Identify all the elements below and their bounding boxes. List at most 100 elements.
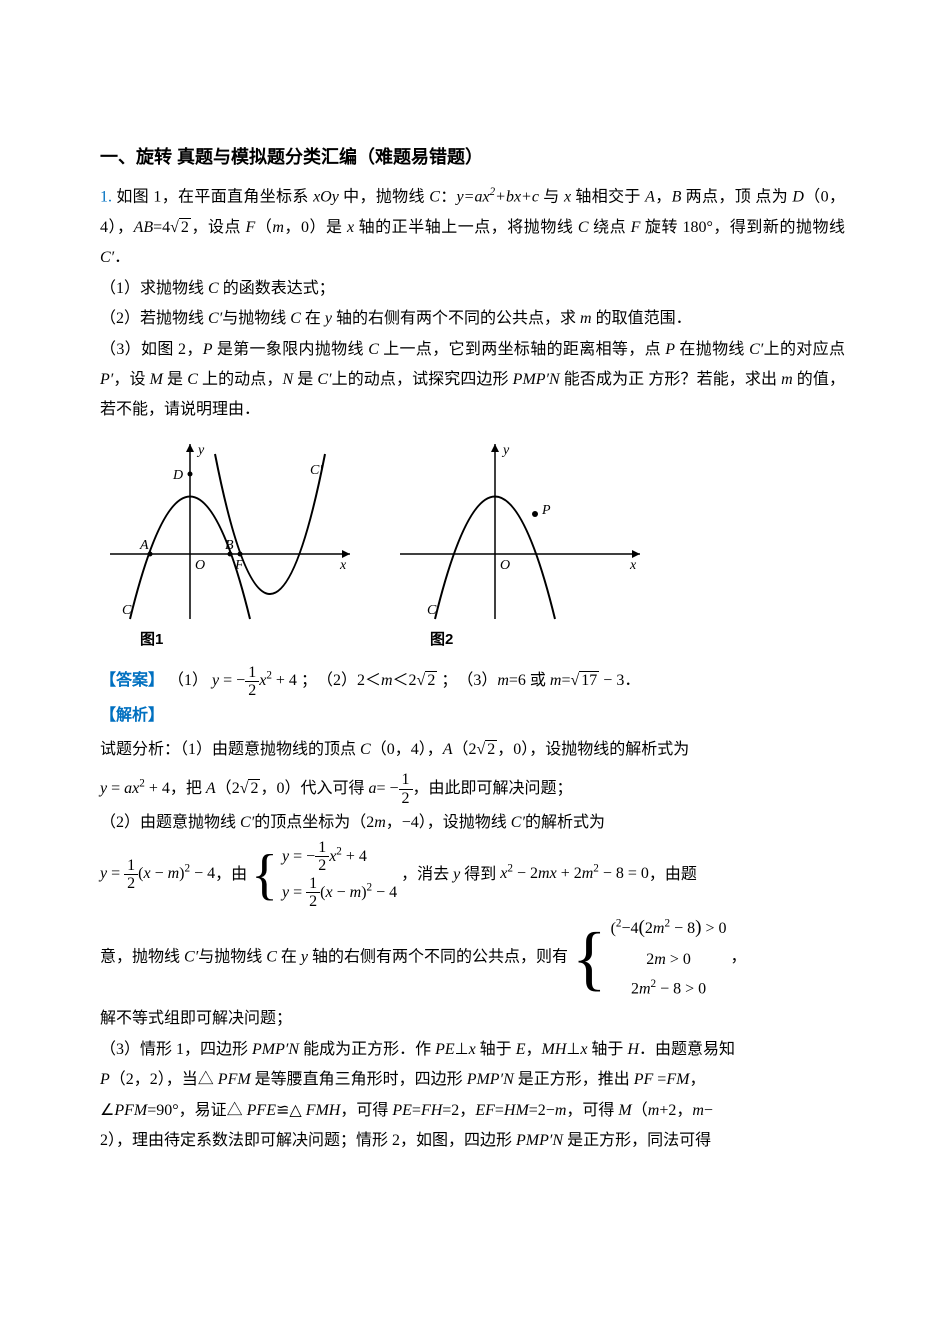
text: =2−	[529, 1102, 555, 1119]
page: 一、旋转 真题与模拟题分类汇编（难题易错题） 1. 如图 1，在平面直角坐标系 …	[0, 0, 945, 1337]
var-Cprime: C′	[208, 310, 222, 327]
minus: −	[151, 865, 168, 882]
var-m: m	[374, 814, 386, 831]
label-O: O	[195, 558, 205, 573]
quad: PMP′N	[516, 1132, 563, 1149]
pt-F: F	[246, 219, 256, 236]
pt-F: F	[631, 219, 641, 236]
pt-H: H	[627, 1041, 639, 1058]
label-B: B	[225, 538, 234, 553]
seg-FM: FM	[666, 1071, 689, 1088]
figure-1-caption: 图1	[140, 626, 360, 655]
seg-PF: PF	[634, 1071, 654, 1088]
text: ，	[655, 189, 672, 206]
text: ，可得	[566, 1102, 618, 1119]
answer-label: 【答案】	[100, 672, 164, 689]
text: （1）	[168, 672, 208, 689]
text: =6 或	[509, 672, 550, 689]
label-A: A	[139, 538, 149, 553]
eq: +bx+c	[495, 189, 539, 206]
text: 在	[301, 310, 325, 327]
text: 旋转 180°，得到新的抛物线	[645, 219, 845, 236]
label-O: O	[500, 558, 510, 573]
pt-P: P	[665, 341, 675, 358]
quad: PMP′N	[252, 1041, 299, 1058]
text: 轴的正半轴上一点，将抛物线	[354, 219, 578, 236]
text: 在	[277, 948, 301, 965]
text: + 4	[145, 780, 170, 797]
tri-PFM: PFM	[218, 1071, 251, 1088]
fraction: 12	[124, 857, 138, 893]
text: （2）若抛物线	[100, 310, 208, 327]
tri-FMH: FMH	[302, 1102, 341, 1119]
problem-number: 1.	[100, 189, 112, 206]
figure-2-caption: 图2	[430, 626, 650, 655]
var-C: C	[187, 371, 198, 388]
seg-AB: AB	[134, 219, 154, 236]
text: ．由题意易知	[639, 1041, 735, 1058]
eq: =	[107, 865, 124, 882]
text: 轴于	[476, 1041, 516, 1058]
seg-PE: PE	[435, 1041, 455, 1058]
text: ； （2）2＜	[301, 672, 381, 689]
pt-N: N	[282, 371, 293, 388]
text: 上的动点，	[198, 371, 283, 388]
pt-P: P	[100, 1071, 110, 1088]
text: ，0）是	[284, 219, 347, 236]
text: 能成为正方形．作	[299, 1041, 435, 1058]
text: （	[216, 780, 232, 797]
var-C: C	[429, 189, 440, 206]
text: 方形？若能，求出	[648, 371, 781, 388]
quad: PMP′N	[513, 371, 560, 388]
var-m: m	[550, 672, 562, 689]
text: （	[632, 1102, 648, 1119]
sqrt-icon: 2	[417, 662, 438, 700]
label-F: F	[234, 558, 244, 573]
text: 2	[409, 672, 417, 689]
text: − 3．	[599, 672, 640, 689]
text: = −	[376, 780, 398, 797]
seg-MH: MH	[541, 1041, 566, 1058]
text: 上的对应点	[763, 341, 845, 358]
eq: y=ax	[457, 189, 490, 206]
eq: =	[107, 780, 124, 797]
var-x: x	[564, 189, 571, 206]
text: ，设点	[191, 219, 246, 236]
text: 两点，顶	[681, 189, 751, 206]
text: ，由	[215, 865, 247, 882]
text: ，	[689, 1071, 705, 1088]
label-C: C	[122, 603, 132, 618]
text: 是	[293, 371, 317, 388]
var-m: m	[648, 1102, 660, 1119]
var-C: C	[578, 219, 589, 236]
text: ，	[525, 1041, 541, 1058]
text: 轴的右侧有两个不同的公共点，则有	[308, 948, 568, 965]
text: ，设	[113, 371, 149, 388]
analysis-2d: 解不等式组即可解决问题；	[100, 1004, 845, 1034]
label-D: D	[172, 468, 183, 483]
problem-stem: 1. 如图 1，在平面直角坐标系 xOy 中，抛物线 C：y=ax2+bx+c …	[100, 182, 845, 274]
var-m: m	[168, 865, 180, 882]
sqrt-icon: 2	[240, 770, 261, 808]
label-C: C	[427, 603, 437, 618]
text: 与抛物线	[222, 310, 290, 327]
var-Cprime: C′	[240, 814, 254, 831]
angle-PFM: PFM	[114, 1102, 147, 1119]
text: 点为	[755, 189, 792, 206]
axis-x-label: x	[629, 558, 637, 573]
brace-icon: {	[572, 922, 607, 994]
congruent-icon: ≌△	[276, 1102, 302, 1119]
eq: =	[412, 1102, 421, 1119]
text: ．	[114, 249, 130, 266]
text: 能否成为正	[560, 371, 645, 388]
section-heading: 一、旋转 真题与模拟题分类汇编（难题易错题）	[100, 140, 845, 174]
brace-icon: {	[251, 847, 278, 903]
text: 如图 1，在平面直角坐标系	[116, 189, 313, 206]
figure-1: y x D A B F O C C′ 图1	[100, 434, 360, 655]
var-x: x	[469, 1041, 476, 1058]
text: ，0），设抛物线的解析式为	[497, 741, 689, 758]
eq: =	[653, 1071, 666, 1088]
perp-icon: ⊥	[566, 1041, 580, 1058]
text: 的顶点坐标为（2	[254, 814, 374, 831]
text: ：	[440, 189, 457, 206]
